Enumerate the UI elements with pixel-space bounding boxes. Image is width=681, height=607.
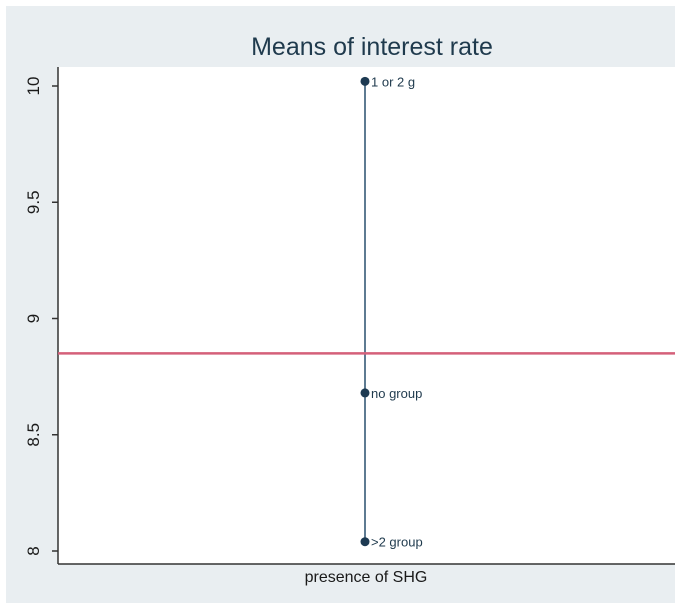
y-tick-label-3: 9.5 — [24, 190, 43, 214]
y-axis-ticks: 8 8.5 9 9.5 10 — [24, 77, 58, 556]
chart-marks: 1 or 2 g no group >2 group — [58, 74, 675, 550]
chart: Means of interest rate 8 8.5 9 9.5 10 1 or 2… — [24, 33, 675, 586]
chart-title: Means of interest rate — [251, 33, 493, 61]
y-tick-label-1: 8.5 — [24, 423, 43, 447]
y-tick-label-2: 9 — [24, 314, 43, 323]
data-point-2 — [360, 537, 370, 547]
plot-area — [58, 67, 675, 564]
y-tick-label-0: 8 — [24, 546, 43, 555]
data-point-1 — [360, 388, 370, 398]
x-axis-label: presence of SHG — [305, 569, 428, 586]
data-label-2: >2 group — [371, 535, 423, 550]
data-label-0: 1 or 2 g — [371, 74, 415, 89]
data-label-1: no group — [371, 386, 422, 401]
chart-frame: Means of interest rate 8 8.5 9 9.5 10 1 or 2… — [6, 6, 675, 603]
y-tick-label-4: 10 — [24, 77, 43, 96]
data-point-0 — [360, 76, 370, 86]
